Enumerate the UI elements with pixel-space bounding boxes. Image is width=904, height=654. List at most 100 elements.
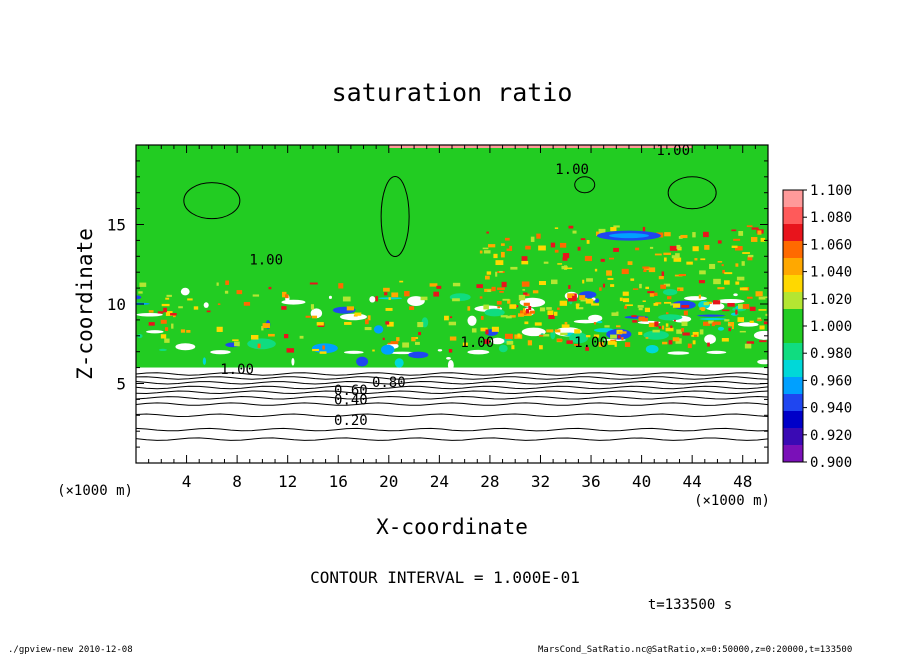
field-cell bbox=[681, 321, 688, 327]
field-cell bbox=[569, 332, 589, 344]
field-cell bbox=[642, 266, 650, 269]
field-cell bbox=[232, 339, 239, 342]
field-cell bbox=[286, 348, 295, 353]
colorbar-label: 1.060 bbox=[810, 237, 852, 253]
field-cell bbox=[737, 317, 745, 322]
field-cell bbox=[186, 329, 191, 333]
field-cell bbox=[660, 284, 667, 289]
contour-line bbox=[136, 380, 768, 385]
field-cell bbox=[482, 247, 489, 250]
field-cell bbox=[744, 343, 752, 349]
field-cell bbox=[486, 271, 492, 275]
field-cell bbox=[662, 341, 668, 345]
field-cell bbox=[663, 257, 667, 262]
field-cell bbox=[382, 337, 385, 341]
field-cell bbox=[709, 263, 716, 269]
field-cell bbox=[698, 280, 705, 284]
field-cell bbox=[180, 287, 190, 296]
field-cell bbox=[577, 246, 581, 251]
x-tick-label: 44 bbox=[683, 472, 702, 491]
field-cell bbox=[600, 258, 605, 262]
field-cell bbox=[344, 321, 352, 325]
field-cell bbox=[733, 293, 738, 297]
field-cell bbox=[517, 333, 521, 338]
field-cell bbox=[713, 278, 721, 285]
field-cell bbox=[539, 334, 545, 337]
field-cell bbox=[539, 307, 546, 312]
field-cell bbox=[758, 309, 767, 311]
field-cell bbox=[694, 258, 698, 261]
field-cell bbox=[526, 308, 530, 314]
field-cell bbox=[562, 257, 568, 261]
field-cell bbox=[759, 340, 767, 343]
field-cell bbox=[608, 233, 649, 239]
field-cell bbox=[387, 342, 391, 345]
field-cell bbox=[622, 291, 629, 296]
field-cell bbox=[610, 227, 617, 232]
field-cell bbox=[712, 300, 721, 305]
field-cell bbox=[452, 282, 461, 287]
field-cell bbox=[282, 291, 287, 298]
contour-line bbox=[136, 376, 768, 380]
field-cell bbox=[682, 332, 690, 336]
field-cell bbox=[667, 296, 672, 300]
x-tick-label: 16 bbox=[329, 472, 348, 491]
field-cell bbox=[618, 329, 623, 332]
x-tick-label: 20 bbox=[379, 472, 398, 491]
field-cell bbox=[163, 307, 167, 313]
x-tick-label: 24 bbox=[430, 472, 449, 491]
field-cell bbox=[677, 289, 680, 291]
field-cell bbox=[711, 322, 715, 327]
field-cell bbox=[559, 242, 567, 248]
field-cell bbox=[661, 325, 665, 330]
field-cell bbox=[224, 290, 229, 294]
field-cell bbox=[667, 351, 690, 355]
field-cell bbox=[388, 297, 391, 300]
field-cell bbox=[501, 281, 507, 288]
field-cell bbox=[675, 253, 680, 258]
field-cell bbox=[342, 296, 351, 302]
field-cell bbox=[506, 248, 511, 251]
field-cell bbox=[643, 330, 669, 340]
field-cell bbox=[572, 295, 577, 302]
field-cell bbox=[642, 317, 648, 322]
field-cell bbox=[390, 341, 399, 345]
field-cell bbox=[480, 316, 484, 320]
field-cell bbox=[658, 326, 662, 329]
field-cell bbox=[509, 245, 513, 251]
field-cell bbox=[210, 350, 231, 355]
field-cell bbox=[699, 317, 727, 321]
field-cell bbox=[520, 310, 527, 315]
field-cell bbox=[735, 281, 740, 285]
field-cell bbox=[692, 340, 696, 345]
field-cell bbox=[698, 294, 701, 299]
field-cell bbox=[661, 271, 665, 277]
field-cell bbox=[717, 326, 725, 331]
field-cell bbox=[760, 237, 766, 242]
field-cell bbox=[607, 340, 616, 345]
field-cell bbox=[627, 261, 633, 265]
field-cell bbox=[579, 295, 586, 300]
field-cell bbox=[639, 283, 642, 289]
contour-line bbox=[136, 437, 768, 441]
field-cell bbox=[172, 314, 176, 318]
x-tick-label: 4 bbox=[182, 472, 192, 491]
field-cell bbox=[586, 240, 590, 244]
field-cell bbox=[522, 289, 526, 291]
field-cell bbox=[749, 306, 756, 312]
field-cell bbox=[476, 284, 483, 289]
field-cell bbox=[746, 341, 755, 344]
colorbar-label: 1.100 bbox=[810, 183, 852, 199]
field-cell bbox=[180, 329, 186, 333]
field-cell bbox=[692, 331, 699, 337]
x-tick-label: 36 bbox=[581, 472, 600, 491]
field-cell bbox=[550, 279, 558, 285]
field-cell bbox=[647, 291, 655, 294]
field-cell bbox=[175, 343, 196, 351]
x-tick-label: 32 bbox=[531, 472, 550, 491]
field-cell bbox=[638, 316, 645, 321]
colorbar-label: 0.980 bbox=[810, 346, 852, 362]
field-cell bbox=[291, 358, 295, 366]
field-cell bbox=[408, 351, 429, 359]
